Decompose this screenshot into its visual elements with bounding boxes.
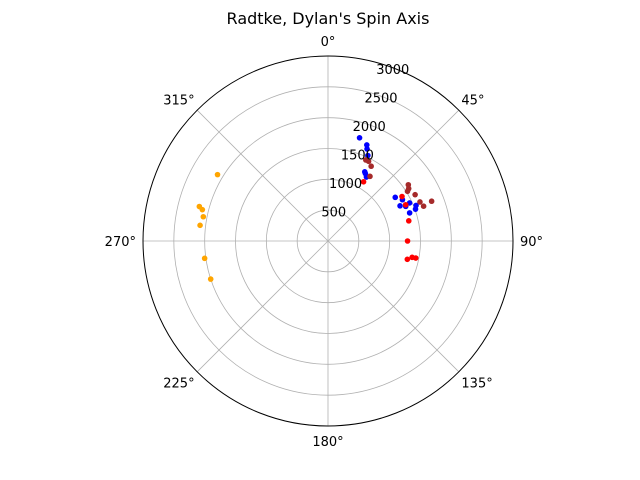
data-point [404,256,411,263]
radial-tick-label: 1000 [329,177,362,192]
data-point [367,173,373,180]
data-point [365,152,371,159]
data-point [409,254,415,261]
polar-frame [142,55,514,427]
data-point [214,171,221,178]
data-point [364,146,370,152]
data-point [412,206,419,212]
angular-gridline [327,109,460,242]
data-point [402,201,409,208]
data-point [417,199,423,205]
theta-tick-label: 315° [163,94,194,109]
data-point [404,238,411,244]
theta-tick-label: 0° [321,35,336,50]
radial-tick-label: 1500 [341,149,374,164]
data-point [356,134,363,141]
theta-tick-label: 225° [163,376,194,391]
data-point [364,142,370,148]
radial-tick-labels: 500 1000 1500 2000 2500 3000 [321,63,409,220]
data-point [412,191,418,198]
angular-gridline [196,240,329,373]
data-point [397,203,403,209]
data-point [399,193,405,200]
chart-title: Radtke, Dylan's Spin Axis [227,9,430,28]
angular-gridline [196,109,329,242]
theta-tick-labels: 0° 45° 90° 135° 180° 225° 270° 315° [105,35,543,450]
data-point [207,276,214,282]
theta-tick-label: 270° [105,235,136,250]
radial-tick-label: 2500 [364,92,397,107]
angular-gridline [327,240,460,373]
data-point [405,218,412,224]
radial-tick-label: 500 [321,206,346,221]
theta-tick-label: 180° [312,435,343,450]
data-point [392,194,399,201]
data-point [200,213,207,220]
theta-tick-label: 90° [520,235,543,250]
data-point [368,163,374,170]
data-point [360,178,367,185]
data-point [201,255,208,262]
data-point [404,188,411,195]
data-point [406,210,413,216]
radial-tick-label: 3000 [376,63,409,78]
data-point [365,158,372,165]
data-point [197,222,203,229]
theta-tick-label: 135° [461,376,492,391]
radial-tick-label: 2000 [353,120,386,135]
data-point [420,203,427,209]
data-points [196,134,435,282]
data-point [428,198,435,205]
polar-grid [142,55,514,427]
theta-tick-label: 45° [461,94,484,109]
data-point [199,206,206,213]
